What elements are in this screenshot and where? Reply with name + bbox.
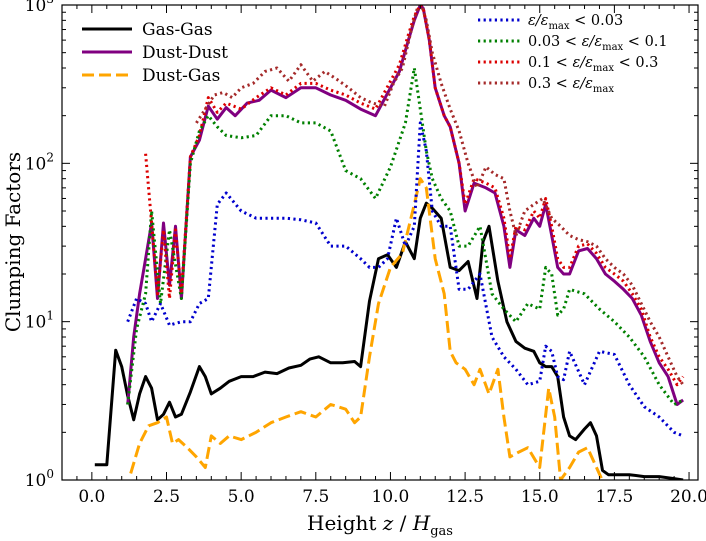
x-tick-label: 5.0 [228,487,255,507]
legend-post: < 0.03 [570,13,624,29]
series-line-2 [129,177,604,480]
legend-epsilon: ε/ε [572,76,593,92]
y-axis-title: Clumping Factors [1,152,25,332]
series-line-6 [195,5,685,386]
legend-label-2: Dust-Gas [142,66,220,86]
legend-pre: 0.3 < [528,76,572,92]
legend-sub: max [602,42,623,53]
plot-frame [61,4,699,481]
legend-label-3: ε/εmax < 0.03 [528,13,623,32]
x-tick-label: 10.0 [372,487,410,507]
y-tick-base: 10 [25,0,47,16]
y-tick-label: 100 [25,467,54,491]
legend-sub: max [593,84,614,95]
x-tick-label: 0.0 [78,487,105,507]
y-tick-label: 101 [25,309,54,333]
series-line-4 [126,66,684,406]
y-tick-exponent: 1 [46,309,54,323]
x-tick-label: 12.5 [446,487,484,507]
y-tick-exponent: 0 [46,467,54,481]
legend-sub: max [593,63,614,74]
x-tick-label: 17.5 [595,487,633,507]
legend-label-0: Gas-Gas [142,20,213,40]
x-title-sep: / [393,511,412,535]
y-tick-exponent: 2 [46,150,54,164]
legend-post: < 0.3 [614,55,658,71]
x-tick-label: 15.0 [521,487,559,507]
legend-post: < 0.1 [623,34,667,50]
x-title-var: z [382,511,394,535]
y-tick-base: 10 [25,154,47,174]
x-tick-label: 20.0 [670,487,706,507]
y-tick-exponent: 3 [46,0,54,6]
legend-label-6: 0.3 < ε/εmax [528,76,614,95]
legend-label-5: 0.1 < ε/εmax < 0.3 [528,55,658,74]
x-title-text: Height [307,511,383,535]
legend-epsilon: ε/ε [528,13,549,29]
series-line-3 [126,121,684,438]
x-title-h: H [412,511,431,535]
legend-label-1: Dust-Dust [142,43,228,63]
series-layer [94,5,685,480]
series-line-0 [94,201,684,480]
legend-pre: 0.03 < [528,34,582,50]
y-tick-label: 103 [25,0,54,16]
legend-epsilon: ε/ε [582,34,603,50]
legend-pre: 0.1 < [528,55,572,71]
y-tick-base: 10 [25,471,47,491]
ticks-layer: 0.0 2.5 5.0 7.5 10.0 12.5 15.0 17.5 20.010010110… [25,0,706,507]
x-tick-label: 7.5 [302,487,329,507]
legend-sub: max [548,21,569,32]
x-axis-title: Height z / Hgas [307,511,453,539]
x-title-sub: gas [430,524,453,539]
legend-label-4: 0.03 < ε/εmax < 0.1 [528,34,668,53]
y-tick-base: 10 [25,313,47,333]
legend-epsilon: ε/ε [572,55,593,71]
y-tick-label: 102 [25,150,54,174]
x-tick-label: 2.5 [153,487,180,507]
series-line-5 [144,5,685,387]
